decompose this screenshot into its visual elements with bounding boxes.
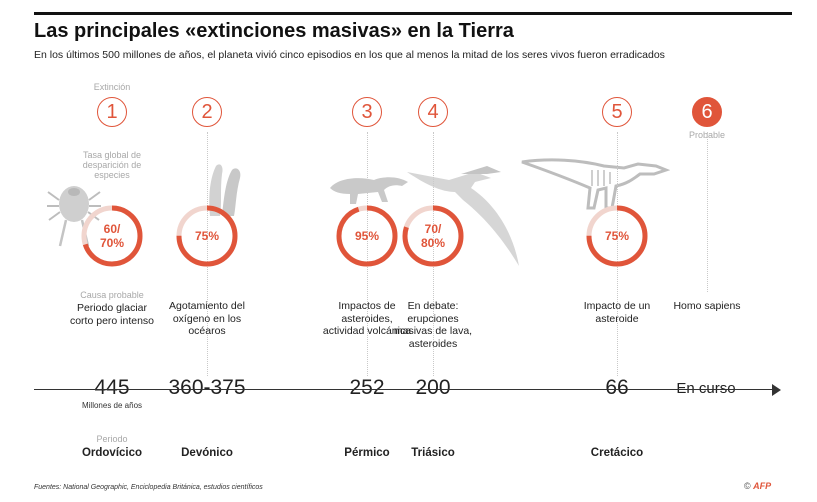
rate-ring bbox=[586, 205, 648, 267]
period-name: Ordovícico bbox=[81, 447, 143, 459]
millones-label: Millones de años bbox=[81, 401, 143, 410]
extinction-number: 4 bbox=[418, 97, 448, 127]
extinction-number: 3 bbox=[352, 97, 382, 127]
cause-text: Impactos de asteroides, actividad volcán… bbox=[322, 300, 412, 337]
rate-label: 95% bbox=[354, 229, 380, 243]
timeline-axis bbox=[34, 389, 774, 390]
page-title: Las principales «extinciones masivas» en… bbox=[34, 20, 514, 42]
extinction-number: 6 bbox=[692, 97, 722, 127]
rate-ring bbox=[336, 205, 398, 267]
guide-line bbox=[707, 132, 708, 292]
timeline-date: 445 bbox=[92, 376, 132, 400]
subtitle: En los últimos 500 millones de años, el … bbox=[34, 49, 665, 61]
rate-ring-arc bbox=[402, 205, 464, 267]
dinosaur-skeleton-icon bbox=[521, 158, 670, 210]
guide-line bbox=[433, 132, 434, 382]
rate-label: 75% bbox=[604, 229, 630, 243]
reptile-icon bbox=[330, 177, 408, 204]
afp-logo: AFP bbox=[753, 481, 772, 491]
rate-ring-arc bbox=[586, 205, 648, 267]
causa-label: Causa probable bbox=[80, 290, 144, 300]
period-name: Devónico bbox=[181, 447, 233, 459]
extinction-number: 5 bbox=[602, 97, 632, 127]
cause-text: Homo sapiens bbox=[673, 300, 741, 312]
rate-ring bbox=[402, 205, 464, 267]
rate-label: 75% bbox=[194, 229, 220, 243]
rate-ring-arc bbox=[81, 205, 143, 267]
rate-ring bbox=[176, 205, 238, 267]
cause-text: Agotamiento del oxígeno en los océaros bbox=[169, 300, 245, 337]
sponge-icon bbox=[209, 164, 241, 216]
guide-line bbox=[367, 132, 368, 382]
timeline-date: 66 bbox=[603, 376, 631, 400]
cause-text: Periodo glaciar corto pero intenso bbox=[69, 302, 155, 327]
periodo-label: Periodo bbox=[96, 434, 128, 444]
cause-text: En debate: erupciones masivas de lava, a… bbox=[393, 300, 473, 350]
rate-label: 70/80% bbox=[420, 222, 446, 250]
guide-line bbox=[617, 132, 618, 382]
timeline-date: 252 bbox=[347, 376, 387, 400]
extincion-label: Extinción bbox=[93, 82, 131, 92]
period-name: Pérmico bbox=[344, 447, 390, 459]
credit: © AFP bbox=[744, 481, 771, 491]
top-rule bbox=[34, 12, 792, 15]
period-name: Triásico bbox=[411, 447, 455, 459]
rate-ring bbox=[81, 205, 143, 267]
copyright-symbol: © bbox=[744, 481, 751, 491]
timeline-date: 200 bbox=[413, 376, 453, 400]
timeline-date: 360-375 bbox=[166, 376, 248, 400]
extinction-number: 1 bbox=[97, 97, 127, 127]
sources: Fuentes: National Geographic, Encicloped… bbox=[34, 484, 263, 491]
timeline-date: En curso bbox=[674, 380, 738, 397]
extinction-number: 2 bbox=[192, 97, 222, 127]
pterosaur-icon bbox=[407, 166, 519, 266]
rate-ring-arc bbox=[176, 205, 238, 267]
cause-text: Impacto de un asteroide bbox=[583, 300, 651, 325]
rate-label: 60/70% bbox=[99, 222, 125, 250]
period-name: Cretácico bbox=[590, 447, 644, 459]
arrow-right-icon bbox=[772, 384, 781, 396]
rate-ring-arc bbox=[336, 205, 398, 267]
tasa-label: Tasa global de desparición de especies bbox=[82, 150, 142, 180]
guide-line bbox=[207, 132, 208, 382]
